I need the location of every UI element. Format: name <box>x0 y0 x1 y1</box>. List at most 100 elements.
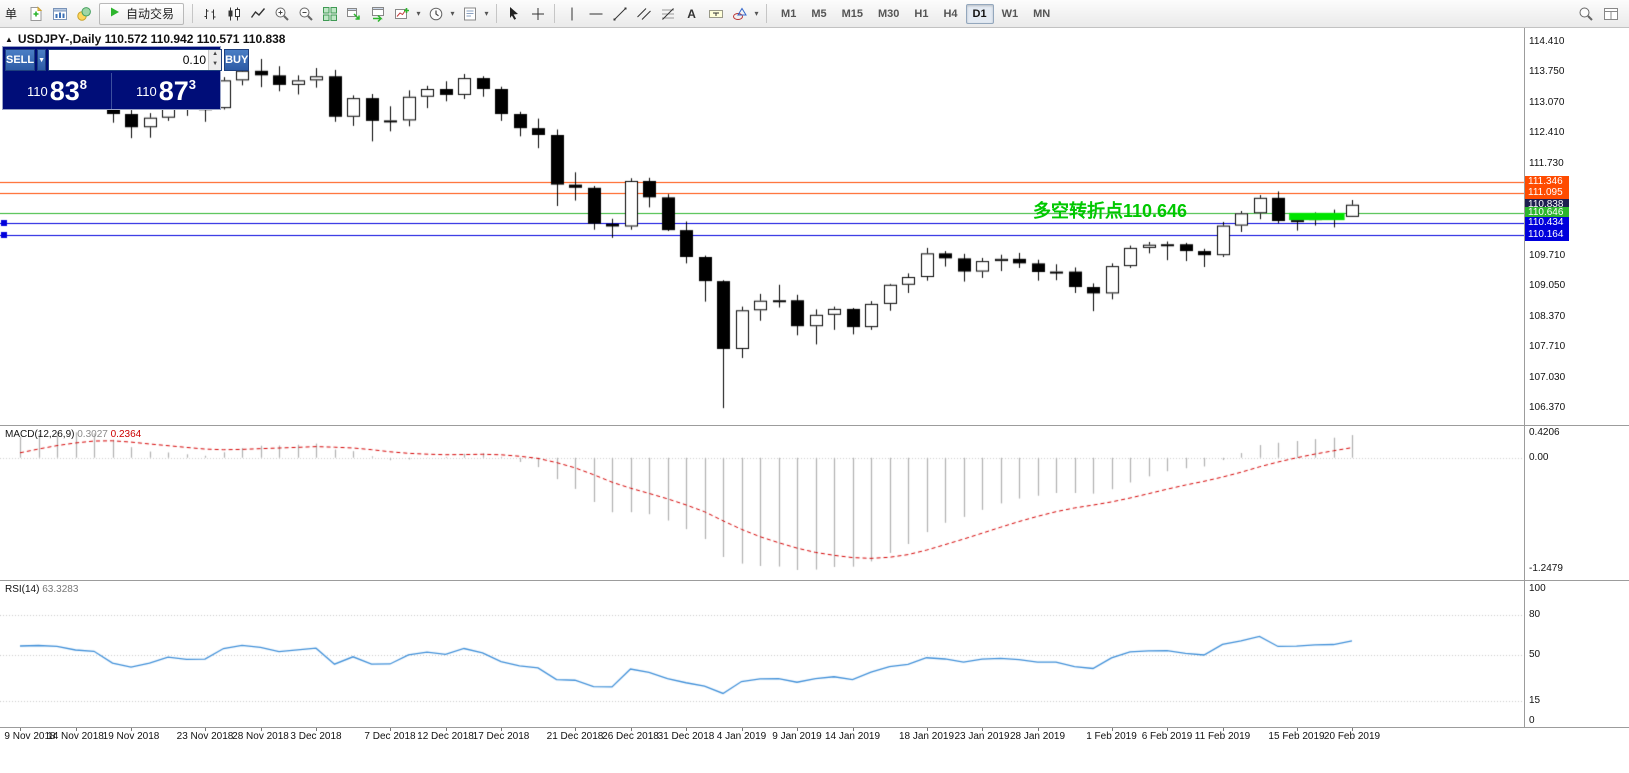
toolbar: 单 自动交易 ▾ ▾ ▾ A ▾ M1 M5 M15 M30 H1 H4 D1 W1 MN <box>0 0 1629 28</box>
timeframe-mn[interactable]: MN <box>1033 7 1051 20</box>
charts-window-icon[interactable] <box>48 3 71 25</box>
price-badge: 110.164 <box>1525 229 1569 242</box>
indicator-dropdown-caret-icon[interactable]: ▾ <box>416 9 421 18</box>
sell-button[interactable]: SELL <box>5 49 36 71</box>
horizontal-line-tool-icon[interactable] <box>584 3 607 25</box>
candlestick-type-icon[interactable] <box>222 3 245 25</box>
buy-button[interactable]: BUY <box>224 49 250 71</box>
label-tool-icon[interactable] <box>704 3 727 25</box>
date-tick <box>20 728 21 731</box>
new-order-icon[interactable] <box>24 3 47 25</box>
menu-text[interactable]: 单 <box>5 7 18 21</box>
period-dropdown-caret-icon[interactable]: ▾ <box>450 9 455 18</box>
cycle-chart-icon[interactable] <box>366 3 389 25</box>
bar-chart-type-icon[interactable] <box>198 3 221 25</box>
date-label: 6 Feb 2019 <box>1141 731 1193 742</box>
date-label: 17 Dec 2018 <box>472 731 530 742</box>
template-icon[interactable] <box>458 3 481 25</box>
separator <box>554 4 556 23</box>
date-tick <box>686 728 687 731</box>
fibonacci-tool-icon[interactable] <box>656 3 679 25</box>
volume-dropdown-button[interactable]: ▼ <box>37 49 47 71</box>
date-tick <box>1167 728 1168 731</box>
panel-resize-handle[interactable] <box>0 580 1629 581</box>
window-layout-icon[interactable] <box>1599 3 1622 25</box>
cursor-icon[interactable] <box>502 3 525 25</box>
zoom-out-icon[interactable] <box>294 3 317 25</box>
date-label: 4 Jan 2019 <box>716 731 767 742</box>
timeframe-h4[interactable]: H4 <box>943 7 958 20</box>
period-clock-icon[interactable] <box>424 3 447 25</box>
date-tick <box>1112 728 1113 731</box>
search-icon[interactable] <box>1574 3 1597 25</box>
tile-windows-icon[interactable] <box>318 3 341 25</box>
timeframe-m5[interactable]: M5 <box>811 7 827 20</box>
date-tick <box>631 728 632 731</box>
date-tick <box>575 728 576 731</box>
price-chart-canvas[interactable] <box>0 28 1524 425</box>
date-label: 14 Jan 2019 <box>824 731 881 742</box>
date-label: 12 Dec 2018 <box>417 731 474 742</box>
template-dropdown-caret-icon[interactable]: ▾ <box>484 9 489 18</box>
date-tick <box>261 728 262 731</box>
sell-price-display[interactable]: 110 83 8 <box>26 75 87 106</box>
macd-panel-canvas[interactable] <box>0 426 1524 580</box>
price-badge: 110.646 <box>1525 207 1569 220</box>
rsi-panel-canvas[interactable] <box>0 581 1524 727</box>
timeframe-m30[interactable]: M30 <box>878 7 900 20</box>
shapes-dropdown-caret-icon[interactable]: ▾ <box>754 9 759 18</box>
macd-axis-label: 0.4206 <box>1529 427 1560 438</box>
trendline-tool-icon[interactable] <box>608 3 631 25</box>
date-label: 14 Nov 2018 <box>47 731 104 742</box>
chart-title-text: USDJPY-,Daily 110.572 110.942 110.571 11… <box>17 32 286 46</box>
timeframe-h1[interactable]: H1 <box>914 7 929 20</box>
volume-down-button[interactable]: ▼ <box>209 60 222 70</box>
buy-price-display[interactable]: 110 87 3 <box>135 75 196 106</box>
separator <box>766 4 768 23</box>
timeframe-w1[interactable]: W1 <box>1001 7 1019 20</box>
price-tick-label: 113.070 <box>1529 97 1565 109</box>
date-label: 3 Dec 2018 <box>290 731 342 742</box>
pivot-annotation[interactable]: 多空转折点110.646 <box>1033 201 1188 221</box>
zoom-in-icon[interactable] <box>270 3 293 25</box>
price-tick-label: 108.370 <box>1529 311 1566 323</box>
rsi-axis-label: 0 <box>1529 715 1535 726</box>
macd-axis-label: 0.00 <box>1529 451 1549 463</box>
market-watch-icon[interactable] <box>72 3 95 25</box>
volume-input[interactable] <box>49 50 209 70</box>
shapes-tool-icon[interactable] <box>728 3 751 25</box>
timeframe-m15[interactable]: M15 <box>841 7 863 20</box>
line-chart-type-icon[interactable] <box>246 3 269 25</box>
date-tick <box>316 728 317 731</box>
price-divider <box>111 73 112 109</box>
rsi-axis-label: 80 <box>1529 609 1541 621</box>
date-label: 28 Jan 2019 <box>1009 731 1066 742</box>
price-badge: 111.346 <box>1525 175 1569 188</box>
arrange-windows-icon[interactable] <box>342 3 365 25</box>
panel-resize-handle[interactable] <box>0 425 1629 426</box>
price-tick-label: 112.410 <box>1529 127 1565 139</box>
price-tick-label: 107.030 <box>1529 372 1566 384</box>
price-tick-label: 109.050 <box>1529 280 1566 292</box>
chart-title: ▲ USDJPY-,Daily 110.572 110.942 110.571 … <box>5 32 285 46</box>
date-label: 19 Nov 2018 <box>102 731 160 742</box>
text-tool-icon[interactable]: A <box>687 6 696 21</box>
crosshair-icon[interactable] <box>526 3 549 25</box>
rsi-axis-label: 15 <box>1529 695 1541 707</box>
date-tick <box>205 728 206 731</box>
price-tick-label: 106.370 <box>1529 402 1566 414</box>
channel-tool-icon[interactable] <box>632 3 655 25</box>
timeframe-d1[interactable]: D1 <box>965 3 994 24</box>
date-tick <box>1038 728 1039 731</box>
volume-up-button[interactable]: ▲ <box>209 50 222 60</box>
autotrading-button[interactable]: 自动交易 <box>99 2 185 25</box>
macd-label: MACD(12,26,9) 0.3027 0.2364 <box>5 429 142 440</box>
timeframe-m1[interactable]: M1 <box>781 7 797 20</box>
price-axis-border <box>1524 28 1525 727</box>
date-tick <box>76 728 77 731</box>
add-indicator-icon[interactable] <box>390 3 413 25</box>
vertical-line-tool-icon[interactable] <box>560 3 583 25</box>
price-badge: 111.095 <box>1525 187 1569 200</box>
date-label: 21 Dec 2018 <box>546 731 604 742</box>
